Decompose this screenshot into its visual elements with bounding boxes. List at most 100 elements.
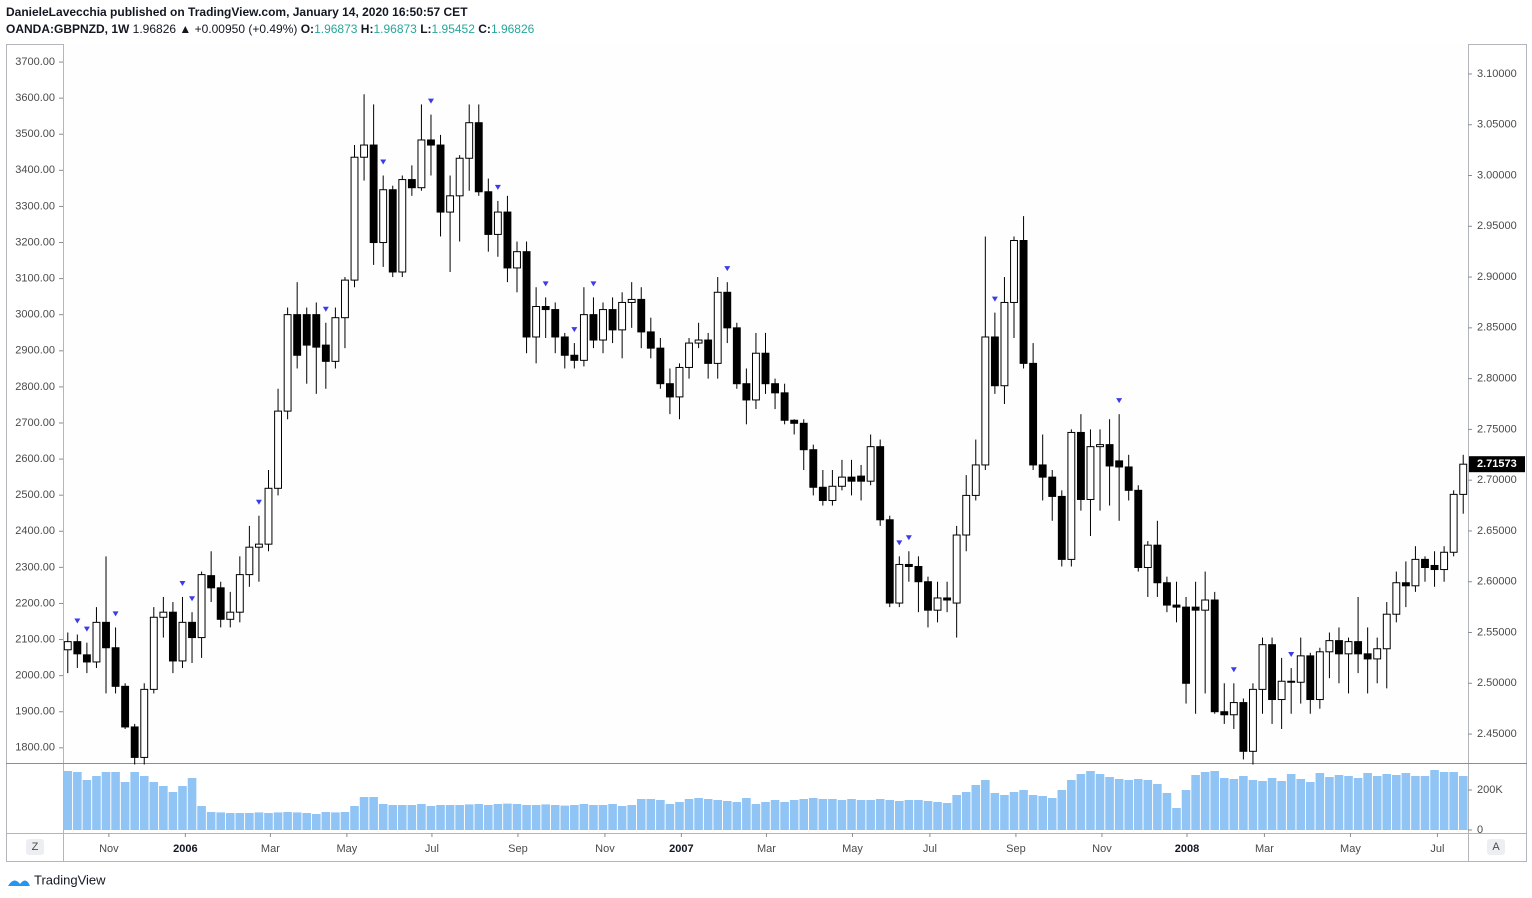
zoom-button[interactable]	[26, 839, 44, 855]
volume-bar	[1038, 796, 1047, 830]
candle-body	[293, 314, 302, 356]
volume-bar	[1449, 772, 1458, 830]
candle-body	[1115, 460, 1124, 468]
volume-bar	[120, 782, 130, 830]
candle-body	[1440, 551, 1449, 571]
volume-bar	[1162, 793, 1172, 830]
candle-body	[1067, 431, 1076, 560]
candle-body	[1096, 444, 1104, 448]
candle-body	[427, 139, 435, 146]
volume-bar	[1047, 798, 1057, 830]
volume-bar	[531, 805, 541, 830]
candle-body	[1373, 648, 1382, 660]
candle-body	[532, 306, 541, 338]
volume-bar	[73, 772, 82, 830]
volume-bar	[1210, 771, 1220, 830]
y2-tick-label: 3300.00	[15, 200, 55, 212]
zoom-button-label[interactable]: Z	[32, 841, 39, 853]
last-price-box	[1469, 456, 1525, 473]
auto-button[interactable]	[1487, 839, 1505, 855]
candle-body	[1019, 240, 1028, 364]
candle-body	[637, 298, 646, 333]
candle-body	[790, 419, 799, 424]
y-tick-label: 3.10000	[1477, 68, 1517, 80]
volume-bar	[1286, 774, 1296, 830]
o-value: 1.96873	[314, 22, 358, 36]
volume-bar	[904, 800, 914, 830]
volume-bar	[1372, 776, 1382, 830]
logo-text: TradingView	[34, 872, 106, 887]
x-tick-label: Jul	[1430, 843, 1444, 855]
x-tick-label: May	[842, 843, 863, 855]
volume-bar	[598, 805, 608, 830]
signal-marker	[1230, 667, 1237, 673]
volume-bar	[388, 805, 398, 830]
volume-bar	[178, 786, 187, 830]
author: DanieleLavecchia published on TradingVie…	[6, 5, 468, 19]
candle-body	[264, 487, 273, 545]
volume-bar	[407, 805, 417, 830]
candle-body	[274, 410, 282, 489]
y2-tick-label: 2200.00	[15, 597, 55, 609]
candle-body	[1076, 431, 1085, 500]
volume-bar	[1239, 776, 1248, 830]
signal-marker	[179, 580, 186, 586]
signal-marker	[494, 184, 501, 190]
volume-bar	[350, 806, 359, 830]
y2-tick-label: 3000.00	[15, 309, 55, 321]
symbol-line: OANDA:GBPNZD, 1W 1.96826 ▲ +0.00950 (+0.…	[6, 22, 534, 36]
candle-body	[732, 327, 741, 385]
candle-body	[1201, 599, 1210, 611]
candle-body	[895, 563, 904, 604]
h-label: H:	[360, 22, 374, 36]
volume-bar	[455, 805, 464, 830]
volume-bar	[484, 805, 493, 830]
candle-body	[331, 317, 340, 362]
y-tick-label: 2.75000	[1477, 423, 1517, 435]
candle-body	[178, 621, 187, 662]
candle-body	[1010, 240, 1018, 303]
y2-tick-label: 1800.00	[15, 742, 55, 754]
y-tick-label: 2.60000	[1477, 576, 1517, 588]
volume-bar	[302, 813, 312, 830]
candle-body	[1459, 463, 1468, 495]
candle-body	[1335, 640, 1343, 655]
candle-body	[1057, 495, 1066, 560]
volume-bar	[1363, 773, 1372, 830]
candle-body	[771, 383, 779, 394]
candle-body	[216, 587, 225, 620]
volume-bar	[808, 798, 818, 830]
signal-marker	[380, 159, 387, 165]
x-tick-label: 2007	[669, 843, 693, 855]
y-tick-label: 2.90000	[1477, 271, 1517, 283]
y-tick-label: 2.55000	[1477, 626, 1517, 638]
y-tick-label: 2.95000	[1477, 220, 1517, 232]
candle-body	[1421, 558, 1429, 569]
volume-bar	[837, 800, 847, 830]
candle-body	[522, 251, 531, 338]
price-pane	[63, 44, 1468, 763]
candle-body	[398, 179, 407, 273]
y2-tick-label: 1900.00	[15, 706, 55, 718]
volume-bar	[512, 804, 522, 830]
candle-body	[541, 306, 550, 311]
volume-bar	[1076, 774, 1086, 830]
candle-body	[866, 446, 875, 482]
candle-body	[1306, 655, 1315, 701]
auto-button-label[interactable]: A	[1492, 841, 1500, 853]
candle-body	[1315, 651, 1324, 701]
candle-body	[809, 449, 818, 488]
signal-marker	[991, 296, 998, 302]
candle-body	[1229, 702, 1238, 716]
candle-body	[1086, 446, 1095, 500]
candle-body	[254, 543, 263, 548]
candle-body	[990, 336, 999, 387]
candle-body	[121, 685, 130, 728]
volume-bar	[694, 798, 703, 830]
volume-bar	[722, 801, 732, 830]
candle-body	[924, 581, 932, 611]
candle-body	[226, 611, 235, 620]
volume-bar	[264, 813, 273, 830]
volume-bar	[789, 800, 799, 830]
candle-body	[436, 144, 445, 213]
